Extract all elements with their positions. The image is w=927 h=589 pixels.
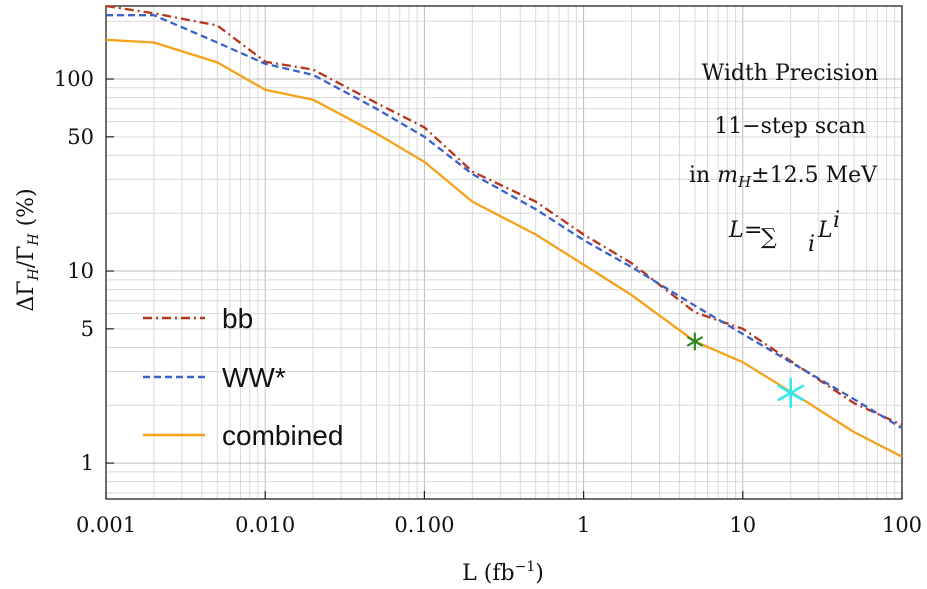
annotation-line4: L = ∑ i L i xyxy=(728,208,840,257)
series-line-ww xyxy=(106,14,903,430)
annotation-line3-m: m xyxy=(717,163,738,188)
annotation-line4-eq: = xyxy=(744,218,762,243)
series-lines xyxy=(105,4,903,458)
asterisk-stroke xyxy=(686,336,703,347)
legend-label-combined: combined xyxy=(222,420,343,451)
y-axis-label-asub: H xyxy=(26,268,42,282)
x-tick-label: 0.100 xyxy=(394,513,454,537)
series-line-combined xyxy=(105,38,903,458)
annotation-line4-sup: i xyxy=(833,208,840,233)
x-tick-label: 100 xyxy=(882,513,922,537)
legend-label-bb: bb xyxy=(222,303,253,334)
x-tick-label: 1 xyxy=(577,513,590,537)
y-tick-label: 50 xyxy=(67,125,94,149)
x-tick-label: 0.001 xyxy=(76,513,136,537)
y-axis-label-a: ΔΓ xyxy=(14,281,39,312)
y-axis-label-bsub: H xyxy=(26,233,42,247)
annotation-line4-i: i xyxy=(808,232,815,257)
y-axis-label-b: /Γ xyxy=(14,246,39,269)
grid-lines xyxy=(105,6,902,499)
series-line-bb xyxy=(105,4,903,426)
x-axis-label: L (fb−1) xyxy=(462,559,544,586)
asterisk-marker-2 xyxy=(777,377,805,409)
plot-frame xyxy=(105,5,903,500)
y-axis-label-c: (%) xyxy=(14,188,39,233)
annotation-line1: Width Precision xyxy=(702,61,879,86)
y-tick-label: 5 xyxy=(81,317,94,341)
x-tick-label: 0.010 xyxy=(235,513,295,537)
x-axis-label-end: ) xyxy=(535,561,544,586)
annotation-line3-pre: in xyxy=(689,163,717,188)
y-tick-labels: 1 5 10 50 100 xyxy=(54,67,94,475)
legend: bb WW* combined xyxy=(143,303,343,451)
axis-ticks xyxy=(105,78,903,499)
annotation-line3-sub: H xyxy=(737,173,752,191)
y-tick-label: 1 xyxy=(81,451,94,475)
annotation-line4-sum: ∑ xyxy=(761,225,777,250)
x-axis-label-main: L (fb xyxy=(462,561,514,586)
annotation-line4-L: L xyxy=(728,218,744,243)
asterisk-marker-1 xyxy=(686,332,703,351)
annotation-block: Width Precision 11−step scan in mH±12.5 … xyxy=(689,61,878,257)
annotation-line3-post: ±12.5 MeV xyxy=(751,163,878,188)
legend-label-ww: WW* xyxy=(222,362,286,393)
y-axis-label: ΔΓH/ΓH (%) xyxy=(14,188,42,311)
y-tick-label: 100 xyxy=(54,67,94,91)
asterisk-stroke xyxy=(777,384,805,402)
annotation-line4-L2: L xyxy=(817,218,833,243)
annotation-line2: 11−step scan xyxy=(714,114,866,139)
point-markers xyxy=(686,332,805,409)
y-tick-label: 10 xyxy=(67,259,94,283)
x-tick-label: 10 xyxy=(729,513,756,537)
x-tick-labels: 0.001 0.010 0.100 1 10 100 xyxy=(76,513,922,537)
x-axis-label-sup: −1 xyxy=(515,559,536,575)
annotation-line3: in mH±12.5 MeV xyxy=(689,163,878,191)
